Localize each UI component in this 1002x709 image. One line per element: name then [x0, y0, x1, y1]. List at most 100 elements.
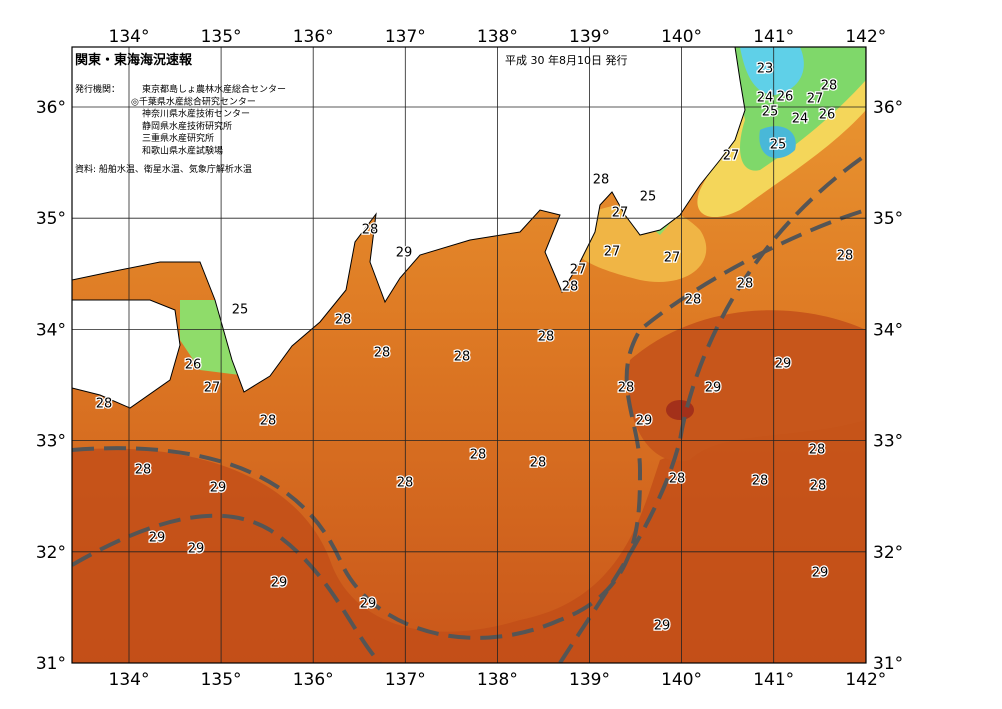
- contour-label: 28: [593, 173, 610, 188]
- axis-labels: 134° 134° 135° 135° 136° 136° 137° 137° 138° 138°…: [36, 27, 903, 690]
- latitude-label: 35°: [873, 209, 903, 229]
- latitude-label: 32°: [36, 543, 66, 563]
- latitude-label: 33°: [873, 432, 903, 452]
- longitude-label: 138°: [477, 27, 518, 47]
- contour-label: 29: [705, 381, 722, 396]
- longitude-label: 140°: [661, 27, 702, 47]
- warm-water: [72, 380, 866, 663]
- latitude-label: 33°: [36, 432, 66, 452]
- contour-label: 28: [470, 448, 487, 463]
- publisher: 和歌山県水産試験場: [142, 145, 223, 157]
- contour-label: 26: [777, 90, 794, 105]
- contour-label: 28: [397, 476, 414, 491]
- contour-label: 27: [807, 92, 824, 107]
- cold-water: [740, 47, 804, 95]
- latitude-label: 35°: [36, 209, 66, 229]
- longitude-label: 136°: [293, 670, 334, 690]
- contour-label: 29: [396, 246, 413, 261]
- contour-label: 28: [809, 443, 826, 458]
- contour-label: 28: [362, 223, 379, 238]
- contour-label: 23: [757, 62, 774, 77]
- contour-label: 24: [792, 112, 809, 127]
- warm-water: [628, 310, 866, 462]
- contour-label: 27: [664, 251, 681, 266]
- contour-label: 29: [654, 619, 671, 634]
- issue-date: 平成 30 年8月10日 発行: [505, 53, 627, 67]
- contour-label: 28: [810, 479, 827, 494]
- contour-label: 28: [752, 474, 769, 489]
- longitude-label: 142°: [845, 670, 886, 690]
- longitude-label: 139°: [569, 670, 610, 690]
- contour-label: 28: [618, 381, 635, 396]
- source: 資料: 船舶水温、衛星水温、気象庁解析水温: [75, 163, 252, 175]
- contour-label: 28: [260, 414, 277, 429]
- longitude-label: 138°: [477, 670, 518, 690]
- contour-label: 25: [770, 138, 787, 153]
- latitude-label: 34°: [36, 320, 66, 340]
- map-area: 2526272828282828292828282727282725272828…: [72, 47, 866, 663]
- publisher: 神奈川県水産技術センター: [142, 108, 250, 120]
- contour-label: 24: [757, 91, 774, 106]
- cold-water: [759, 126, 796, 159]
- contour-label: 28: [135, 463, 152, 478]
- publisher: ◎千葉県水産総合研究センター: [131, 95, 256, 107]
- graticule: [72, 47, 866, 663]
- latitude-label: 36°: [873, 98, 903, 118]
- longitude-label: 137°: [385, 27, 426, 47]
- publisher-label: 発行機関：: [75, 83, 120, 95]
- contour-label: 28: [335, 313, 352, 328]
- contour-label: 25: [232, 303, 249, 318]
- latitude-label: 36°: [36, 98, 66, 118]
- publisher: 静岡県水産技術研究所: [142, 120, 232, 132]
- publisher: 三重県水産研究所: [142, 132, 214, 144]
- longitude-label: 141°: [753, 670, 794, 690]
- contour-label: 28: [837, 249, 854, 264]
- contour-label: 27: [604, 245, 621, 260]
- contour-label: 29: [149, 531, 166, 546]
- longitude-label: 134°: [109, 670, 150, 690]
- longitude-label: 140°: [661, 670, 702, 690]
- title: 関東・東海海況速報: [75, 52, 193, 68]
- publisher: 東京都島しょ農林水産総合センター: [142, 83, 286, 95]
- contour-label: 27: [204, 381, 221, 396]
- longitude-label: 139°: [569, 27, 610, 47]
- contour-label: 28: [685, 293, 702, 308]
- contour-label: 28: [562, 280, 579, 295]
- land: [72, 47, 746, 393]
- contour-label: 29: [360, 597, 377, 612]
- contour-label: 28: [374, 346, 391, 361]
- contour-label: 27: [723, 149, 740, 164]
- contour-label: 27: [612, 206, 629, 221]
- contour-label: 28: [454, 350, 471, 365]
- land: [72, 299, 181, 409]
- contour-label: 29: [812, 566, 829, 581]
- kuroshio-path: [558, 153, 866, 663]
- contour-label: 28: [530, 456, 547, 471]
- contour-label: 28: [96, 397, 113, 412]
- contour-label: 25: [762, 105, 779, 120]
- map-frame: [71, 46, 867, 664]
- latitude-label: 32°: [873, 543, 903, 563]
- kuroshio-path: [72, 208, 866, 640]
- publisher-list: 東京都島しょ農林水産総合センター◎千葉県水産総合研究センター神奈川県水産技術セン…: [131, 83, 286, 157]
- contour-label: 29: [210, 481, 227, 496]
- longitude-label: 135°: [201, 670, 242, 690]
- longitude-label: 141°: [753, 27, 794, 47]
- latitude-label: 34°: [873, 320, 903, 340]
- contour-label: 28: [538, 330, 555, 345]
- contour-label: 28: [669, 472, 686, 487]
- longitude-label: 136°: [293, 27, 334, 47]
- contour-labels: 2526272828282828292828282727282725272828…: [94, 60, 854, 635]
- contour-label: 28: [821, 79, 838, 94]
- contour-label: 28: [737, 277, 754, 292]
- latitude-label: 31°: [873, 654, 903, 674]
- contour-label: 26: [185, 358, 202, 373]
- contour-label: 26: [819, 108, 836, 123]
- longitude-label: 142°: [845, 27, 886, 47]
- latitude-label: 31°: [36, 654, 66, 674]
- contour-label: 29: [775, 357, 792, 372]
- contour-label: 29: [271, 576, 288, 591]
- longitude-label: 135°: [201, 27, 242, 47]
- contour-label: 27: [570, 263, 587, 278]
